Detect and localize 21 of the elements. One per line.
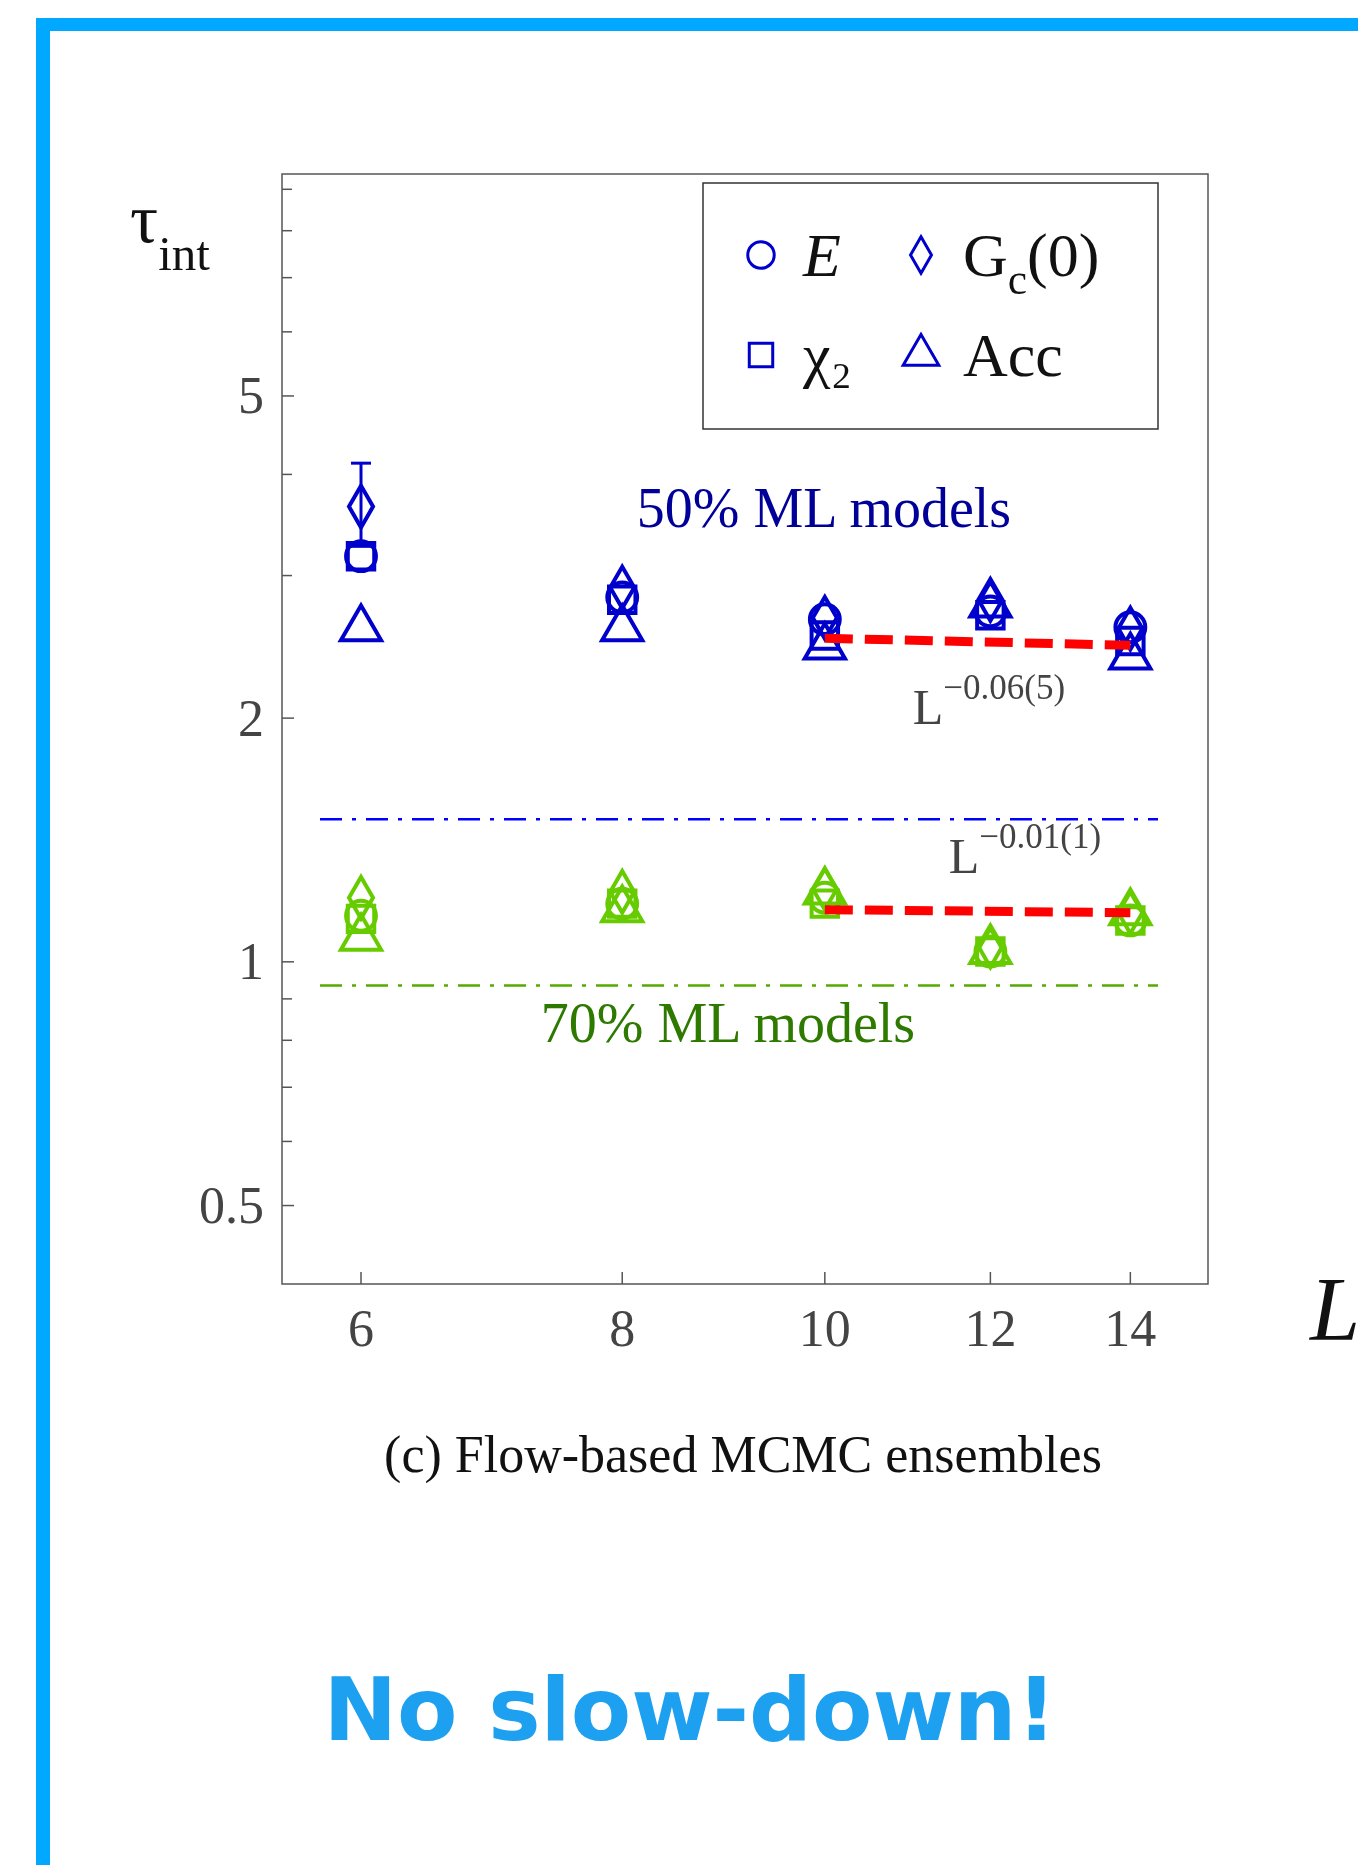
annotation: L$^{−0.01(1)}$ (948, 817, 1102, 884)
text: (c) Flow-based MCMC ensembles (384, 1426, 1102, 1484)
y-tick-label: 2 (238, 689, 264, 747)
legend-label: E (802, 221, 841, 289)
y-tick-label: 1 (238, 933, 264, 991)
annotation: L$^{−0.06(5)}$ (912, 668, 1066, 735)
x-tick-label: 12 (964, 1300, 1017, 1357)
legend-label: G$_{c}$(0) (963, 221, 1100, 303)
x-tick-label: 10 (798, 1300, 851, 1357)
annotation: 50% ML models (636, 477, 1012, 539)
x-axis-title: L (1308, 1260, 1358, 1359)
y-tick-label: 0.5 (199, 1177, 264, 1235)
y-axis-title: τ$_{int}$ (130, 180, 211, 281)
legend-label: χ₂ (802, 321, 853, 389)
x-tick-label: 14 (1104, 1300, 1157, 1357)
annotation: 70% ML models (540, 992, 916, 1054)
x-tick-label: 6 (348, 1300, 375, 1357)
legend-label: Acc (963, 321, 1063, 389)
y-tick-label: 5 (238, 367, 264, 425)
x-tick-label: 8 (609, 1300, 636, 1357)
text: No slow-down! (323, 1658, 1057, 1761)
